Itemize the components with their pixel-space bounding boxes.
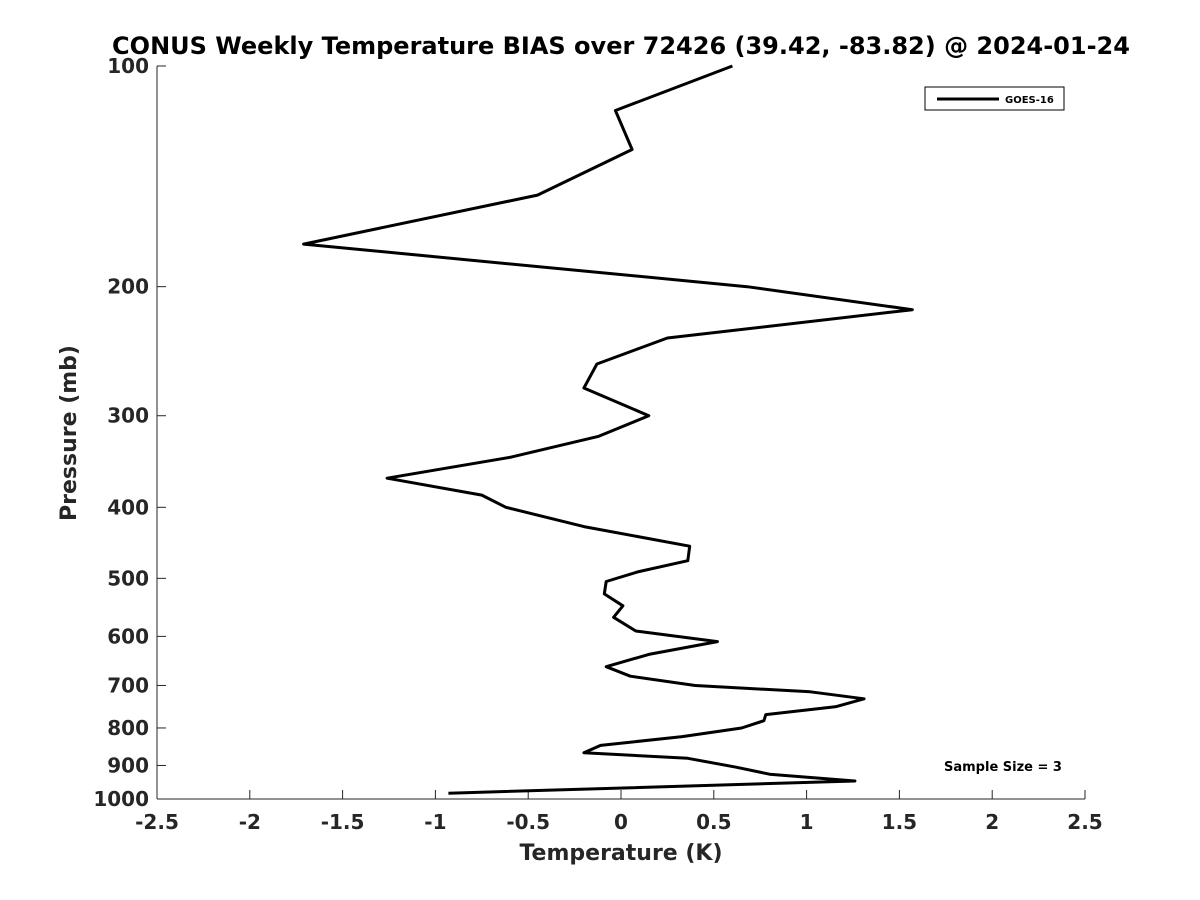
y-axis-label: Pressure (mb) (57, 345, 82, 521)
series-line (302, 64, 914, 795)
x-ticks: -2.5 -2 -1.5 -1 -0.5 0 0.5 1 1.5 2 2.5 (135, 790, 1103, 834)
legend: GOES-16 (924, 86, 1065, 111)
x-tick-label: 0.5 (696, 810, 731, 834)
plot-area (302, 64, 914, 795)
x-tick-label: -1.5 (321, 810, 365, 834)
x-tick-label: 1 (800, 810, 814, 834)
y-tick-label: 700 (107, 673, 149, 697)
x-tick-label: -2.5 (135, 810, 179, 834)
y-tick-label: 100 (107, 54, 149, 78)
y-tick-label: 1000 (93, 787, 149, 811)
y-tick-label: 400 (107, 495, 149, 519)
y-tick-label: 200 (107, 275, 149, 299)
x-tick-label: 0 (614, 810, 628, 834)
axes (156, 66, 1085, 800)
legend-label: GOES-16 (1005, 95, 1054, 106)
x-tick-label: 2.5 (1067, 810, 1102, 834)
y-tick-label: 500 (107, 566, 149, 590)
chart-title: CONUS Weekly Temperature BIAS over 72426… (112, 32, 1130, 60)
y-tick-label: 300 (107, 404, 149, 428)
x-tick-label: -2 (239, 810, 261, 834)
x-tick-label: 1.5 (882, 810, 917, 834)
x-tick-label: 2 (985, 810, 999, 834)
sample-size-annotation: Sample Size = 3 (944, 760, 1062, 775)
x-tick-label: -0.5 (506, 810, 550, 834)
x-axis-label: Temperature (K) (519, 841, 722, 866)
x-tick-label: -1 (424, 810, 446, 834)
y-tick-label: 800 (107, 716, 149, 740)
y-ticks: 100 200 300 400 500 600 700 800 900 1000 (93, 54, 166, 811)
y-tick-label: 600 (107, 624, 149, 648)
y-tick-label: 900 (107, 753, 149, 777)
